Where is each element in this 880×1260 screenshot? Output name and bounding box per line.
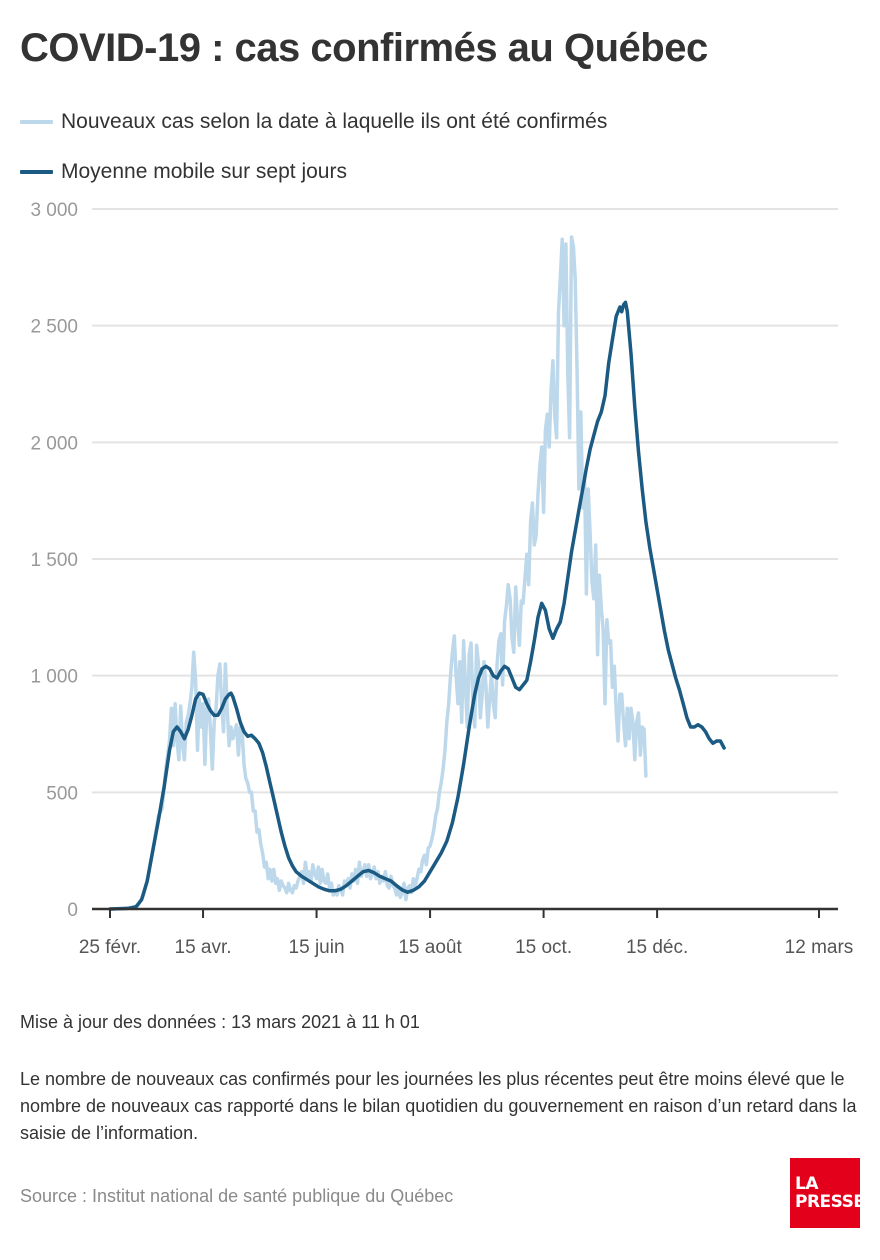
legend-label-daily: Nouveaux cas selon la date à laquelle il…	[61, 110, 608, 133]
data-updated-timestamp: Mise à jour des données : 13 mars 2021 à…	[20, 1012, 420, 1032]
legend-label-average: Moyenne mobile sur sept jours	[61, 160, 347, 183]
x-tick-label: 15 juin	[289, 937, 345, 958]
data-delay-note: Le nombre de nouveaux cas confirmés pour…	[20, 1069, 857, 1143]
legend-item-daily-cases: Nouveaux cas selon la date à laquelle il…	[20, 110, 607, 134]
x-tick-label: 25 févr.	[79, 937, 141, 958]
logo-line-2: PRESSE	[795, 1192, 865, 1212]
source-credit: Source : Institut national de santé publ…	[20, 1186, 454, 1206]
legend-swatch-average	[20, 170, 53, 174]
y-axis-ticks: 0 500 1 000 1 500 2 000 2 500 3 000	[30, 200, 78, 921]
x-tick-label: 12 mars	[785, 937, 854, 958]
x-tick-label: 15 août	[398, 937, 462, 958]
y-tick-label: 1 500	[30, 550, 78, 571]
x-tick-label: 15 oct.	[515, 937, 572, 958]
y-tick-label: 500	[46, 783, 78, 804]
y-tick-label: 2 000	[30, 433, 78, 454]
series-group	[108, 235, 726, 911]
line-chart: 0 500 1 000 1 500 2 000 2 500 3 000 25 févr. 15…	[30, 200, 854, 958]
logo-line-1: LA	[795, 1174, 819, 1194]
y-tick-label: 2 500	[30, 317, 78, 338]
x-tick-label: 15 déc.	[626, 937, 688, 958]
x-axis: 25 févr. 15 avr. 15 juin 15 août 15 oct. 15 d…	[79, 907, 854, 958]
y-tick-label: 1 000	[30, 667, 78, 688]
la-presse-logo: LA PRESSE	[790, 1158, 865, 1228]
y-tick-label: 0	[67, 900, 78, 921]
moving-average-line	[108, 300, 726, 911]
legend-item-moving-average: Moyenne mobile sur sept jours	[20, 160, 347, 184]
y-tick-label: 3 000	[30, 200, 78, 221]
legend-swatch-daily	[20, 120, 53, 124]
x-tick-label: 15 avr.	[175, 937, 232, 958]
daily-cases-line	[108, 235, 648, 911]
chart-title: COVID-19 : cas confirmés au Québec	[20, 26, 708, 70]
